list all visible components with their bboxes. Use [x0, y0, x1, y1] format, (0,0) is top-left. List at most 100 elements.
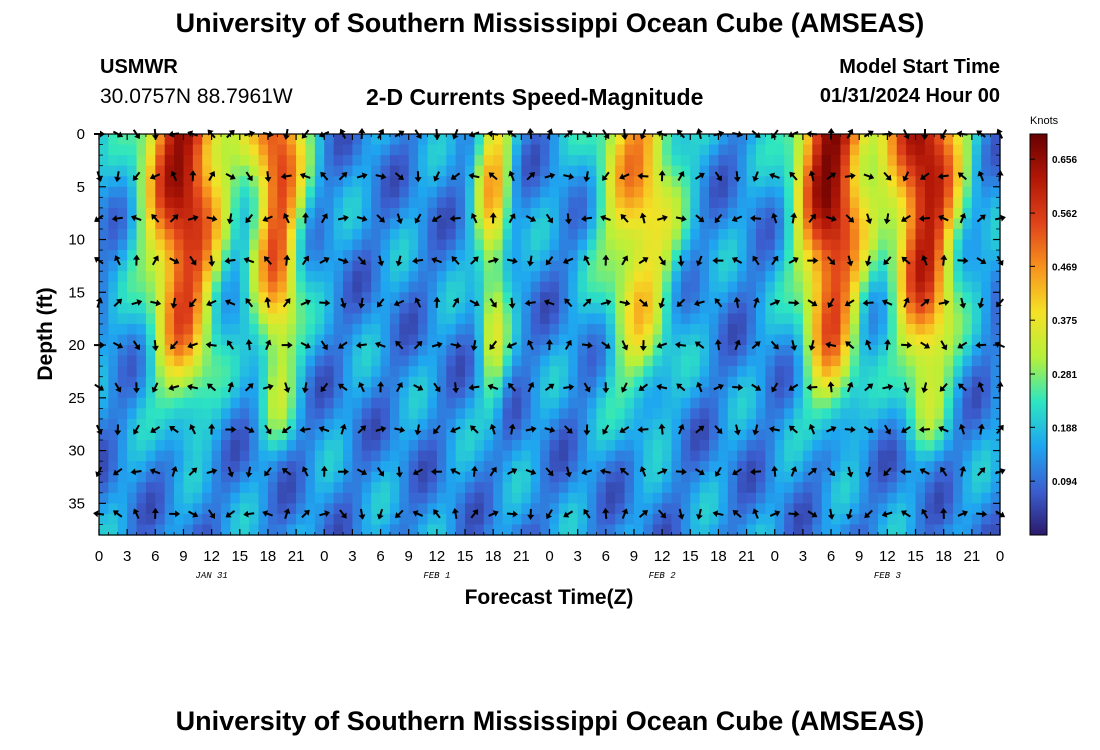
heatmap-cell — [164, 207, 175, 220]
heatmap-cell — [962, 176, 973, 188]
heatmap-cell — [465, 461, 476, 473]
heatmap-cell — [145, 197, 156, 209]
arrow-head — [304, 299, 311, 306]
heatmap-cell — [427, 271, 438, 283]
heatmap-cell — [596, 461, 607, 473]
heatmap-cell — [267, 355, 278, 367]
heatmap-cell — [774, 376, 785, 388]
heatmap-cell — [727, 260, 738, 272]
heatmap-cell — [155, 134, 166, 146]
heatmap-cell — [286, 302, 297, 314]
arrow-head — [659, 259, 666, 266]
current-arrow — [731, 215, 743, 223]
arrow-head — [547, 217, 553, 224]
arrow-head — [247, 383, 254, 390]
heatmap-cell — [924, 176, 935, 188]
heatmap-cell — [755, 134, 766, 146]
heatmap-cell — [192, 513, 203, 526]
heatmap-cell — [887, 218, 898, 230]
heatmap-cell — [211, 334, 222, 346]
heatmap-cell — [709, 186, 720, 198]
arrow-head — [638, 385, 645, 391]
heatmap-cell — [877, 260, 888, 272]
current-arrow — [300, 299, 311, 306]
heatmap-cell — [577, 250, 588, 262]
heatmap-cell — [812, 292, 823, 304]
heatmap-cell — [680, 376, 691, 388]
heatmap-cell — [981, 260, 992, 272]
heatmap-cell — [389, 461, 400, 473]
arrow-head — [116, 298, 123, 305]
current-arrow — [114, 171, 122, 183]
heatmap-cell — [671, 471, 682, 483]
current-arrow — [470, 213, 478, 224]
heatmap-cell — [802, 429, 813, 441]
heatmap-cell — [887, 471, 898, 483]
heatmap-cell — [671, 165, 682, 177]
heatmap-cell — [615, 207, 626, 220]
heatmap-cell — [530, 366, 541, 378]
heatmap-cell — [802, 440, 813, 452]
heatmap-cell — [380, 513, 391, 526]
heatmap-cell — [324, 482, 335, 494]
current-arrow — [637, 426, 649, 434]
heatmap-cell — [127, 144, 138, 156]
heatmap-cell — [587, 197, 598, 209]
current-arrow — [394, 172, 404, 181]
heatmap-cell — [971, 228, 982, 241]
heatmap-cell — [859, 450, 870, 462]
heatmap-cell — [906, 250, 917, 262]
heatmap-cell — [211, 471, 222, 483]
heatmap-cell — [596, 482, 607, 494]
heatmap-cell — [221, 281, 231, 293]
heatmap-cell — [221, 302, 231, 314]
heatmap-cell — [868, 440, 879, 452]
arrow-head — [224, 299, 231, 306]
heatmap-cell — [859, 281, 870, 293]
arrow-head — [674, 341, 681, 349]
heatmap-cell — [849, 155, 860, 167]
heatmap-cell — [821, 366, 832, 378]
heatmap-cell — [765, 250, 776, 262]
heatmap-cell — [136, 471, 147, 483]
heatmap-cell — [230, 418, 241, 431]
heatmap-cell — [474, 239, 485, 251]
heatmap-cell — [774, 334, 785, 346]
heatmap-cell — [183, 513, 194, 526]
heatmap-cell — [690, 292, 701, 304]
heatmap-cell — [155, 155, 166, 167]
heatmap-cell — [812, 165, 823, 177]
arrow-head — [641, 300, 648, 307]
heatmap-cell — [230, 323, 241, 336]
heatmap-cell — [108, 461, 119, 473]
heatmap-cell — [718, 366, 729, 378]
heatmap-cell — [408, 302, 419, 314]
heatmap-cell — [709, 471, 720, 483]
heatmap-cell — [624, 155, 635, 167]
heatmap-cell — [859, 302, 870, 314]
heatmap-cell — [296, 313, 307, 325]
heatmap-cell — [202, 418, 213, 431]
heatmap-cell — [587, 345, 598, 357]
arrow-head — [211, 215, 218, 223]
heatmap-cell — [953, 281, 964, 293]
heatmap-cell — [343, 323, 354, 336]
heatmap-cell — [755, 218, 766, 230]
heatmap-cell — [211, 482, 222, 494]
heatmap-cell — [511, 155, 522, 167]
arrow-head — [865, 218, 873, 225]
arrow-head — [901, 427, 908, 433]
heatmap-cell — [343, 418, 354, 431]
heatmap-cell — [108, 524, 119, 536]
heatmap-cell — [577, 471, 588, 483]
heatmap-cell — [465, 418, 476, 431]
heatmap-cell — [774, 450, 785, 462]
heatmap-cell — [868, 186, 879, 198]
heatmap-cell — [971, 271, 982, 283]
current-arrow — [488, 510, 499, 517]
heatmap-cell — [483, 176, 494, 188]
heatmap-cell — [680, 418, 691, 431]
heatmap-cell — [474, 281, 485, 293]
heatmap-cell — [343, 408, 354, 420]
heatmap-cell — [859, 397, 870, 409]
